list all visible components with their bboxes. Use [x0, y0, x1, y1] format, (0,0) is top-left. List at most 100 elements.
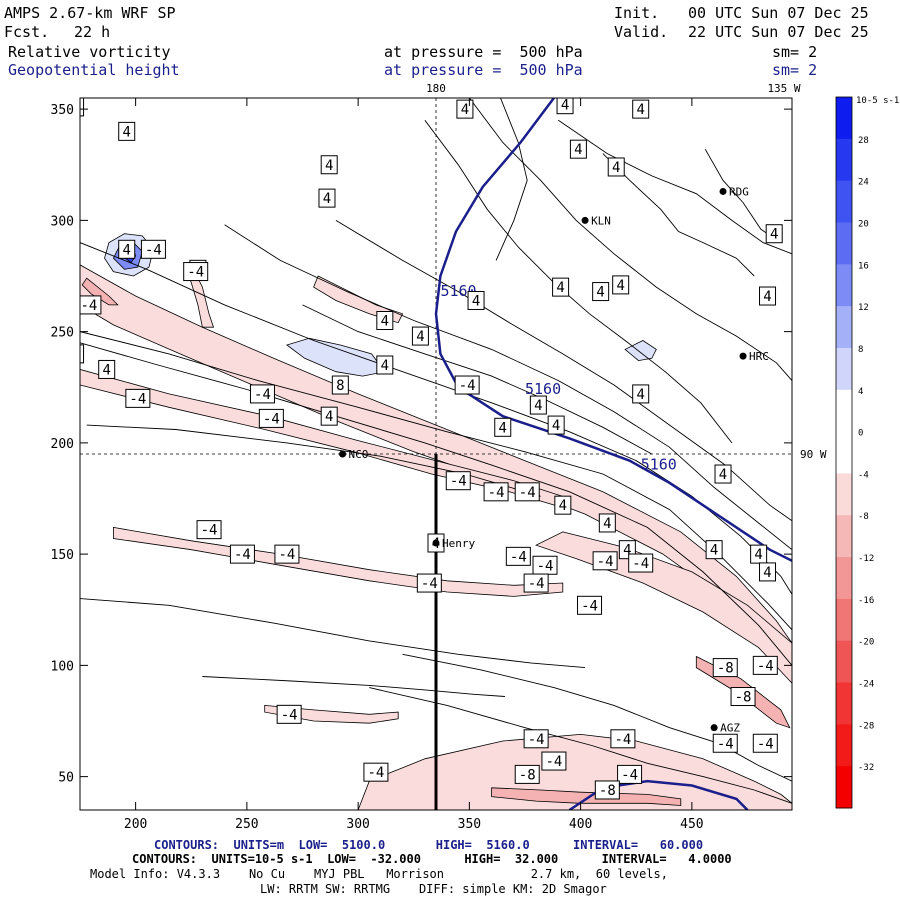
- field1-name: Relative vorticity: [8, 43, 171, 61]
- contour-value-label: -4: [145, 242, 162, 258]
- colorbar-tick-label: 12: [858, 303, 869, 313]
- contour-value-label: -4: [281, 707, 298, 723]
- contour-value-box: [376, 355, 394, 375]
- valid-time: 22 UTC Sun 07 Dec 25: [688, 23, 869, 41]
- contour-value-label: 4: [416, 329, 424, 345]
- contour-value-label: 4: [770, 227, 778, 243]
- contour-value-box: [752, 655, 778, 675]
- contour-value-box: [577, 595, 603, 615]
- contour-value-label: 4: [123, 242, 131, 258]
- contour-value-box: [514, 764, 540, 784]
- init-time: 00 UTC Sun 07 Dec 25: [688, 4, 869, 22]
- vorticity-contour: [335, 220, 792, 522]
- contour-value-label: -4: [717, 736, 734, 752]
- colorbar-tick-label: -20: [858, 638, 874, 648]
- colorbar-segment: [836, 180, 852, 223]
- contour-value-box: [714, 464, 732, 484]
- contour-value-label: -4: [545, 754, 562, 770]
- contour-value-label: 4: [754, 547, 762, 563]
- contour-value-label: -4: [528, 732, 545, 748]
- contour-value-box: [274, 544, 300, 564]
- colorbar-segment: [836, 97, 852, 140]
- colorbar-tick-label: 28: [858, 136, 869, 146]
- station-label: KLN: [591, 214, 611, 227]
- contour-value-box: [554, 495, 572, 515]
- vorticity-contour: [602, 153, 755, 277]
- contour-value-box: [320, 406, 338, 426]
- x-tick-label: 350: [458, 817, 481, 832]
- contour-value-box: [569, 139, 587, 159]
- longitude-label-180: 180: [426, 82, 446, 95]
- vorticity-contour: [402, 653, 792, 782]
- x-tick-label: 400: [569, 817, 592, 832]
- contour-value-label: -4: [757, 658, 774, 674]
- latitude-label-90w: 90 W: [800, 448, 827, 461]
- y-tick-label: 150: [51, 548, 74, 563]
- contour-value-label: -4: [459, 378, 476, 394]
- contour-value-label: -4: [614, 732, 631, 748]
- contour-value-box: [454, 375, 480, 395]
- colorbar-segment: [836, 306, 852, 349]
- footer-line-height: CONTOURS: UNITS=m LOW= 5100.0 HIGH= 5160…: [154, 838, 704, 852]
- contour-value-box: [759, 562, 777, 582]
- negative-vorticity-region: [491, 787, 682, 806]
- colorbar-unit: 10-5 s-1: [856, 96, 899, 106]
- contour-value-box: [249, 384, 275, 404]
- contour-value-box: [80, 98, 85, 117]
- init-label: Init.: [614, 4, 660, 22]
- contour-value-label: -4: [632, 556, 649, 572]
- height-contour-label: 5160: [440, 282, 476, 300]
- colorbar-segment: [836, 515, 852, 558]
- contour-value-box: [547, 415, 565, 435]
- colorbar-tick-label: 4: [858, 387, 863, 397]
- station-label: NCO: [349, 448, 369, 461]
- colorbar-segment: [836, 557, 852, 600]
- contour-value-box: [80, 344, 85, 364]
- contour-value-box: [183, 262, 209, 282]
- contour-value-label: -8: [735, 690, 752, 706]
- contour-value-label: 4: [461, 102, 469, 118]
- station-marker: [581, 216, 589, 224]
- x-tick-label: 200: [124, 817, 147, 832]
- contour-value-box: [276, 704, 302, 724]
- contour-value-label: 4: [381, 314, 389, 330]
- contour-value-label: -4: [278, 547, 295, 563]
- contour-value-label: -8: [519, 767, 536, 783]
- contour-value-label: 4: [636, 387, 644, 403]
- footer-line-model: Model Info: V4.3.3 No Cu MYJ PBL Morriso…: [90, 867, 668, 881]
- contour-value-label: -4: [367, 765, 384, 781]
- contour-value-label: 4: [552, 418, 560, 434]
- contour-value-label: 4: [603, 516, 611, 532]
- longitude-label-135w: 135 W: [767, 82, 800, 95]
- colorbar-segment: [836, 347, 852, 391]
- contour-value-box: [125, 388, 151, 408]
- contour-value-box: [320, 155, 338, 175]
- contour-value-box: [80, 295, 102, 315]
- field2-name: Geopotential height: [8, 61, 180, 79]
- contour-value-label: -4: [234, 547, 251, 563]
- contour-value-box: [363, 762, 389, 782]
- contour-value-box: [712, 733, 738, 753]
- contour-value-label: 4: [325, 409, 333, 425]
- contour-value-label: 4: [574, 142, 582, 158]
- contour-value-label: 4: [381, 358, 389, 374]
- contour-value-label: -4: [263, 411, 280, 427]
- forecast-label: Fcst.: [4, 23, 50, 41]
- vorticity-contour: [495, 98, 528, 261]
- y-tick-label: 300: [51, 214, 74, 229]
- field2-level: at pressure = 500 hPa: [384, 61, 583, 79]
- contour-value-label: 4: [559, 498, 567, 514]
- height-contour-label: 5160: [641, 456, 677, 474]
- vorticity-contour: [80, 598, 586, 669]
- contour-value-box: [318, 188, 336, 208]
- contour-value-label: -4: [187, 265, 204, 281]
- station-label: Henry: [442, 537, 475, 550]
- colorbar-segment: [836, 264, 852, 307]
- colorbar-tick-label: -32: [858, 763, 874, 773]
- contour-value-box: [632, 99, 650, 119]
- y-tick-label: 50: [58, 771, 74, 786]
- contour-value-label: 4: [534, 398, 542, 414]
- contour-value-box: [523, 573, 549, 593]
- colorbar-segment: [836, 473, 852, 516]
